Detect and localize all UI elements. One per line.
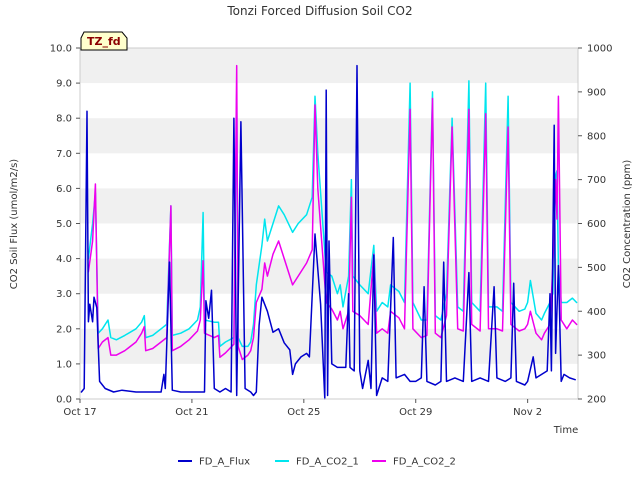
y-tick-label: 7.0 xyxy=(56,149,72,160)
y2-axis-title: CO2 Concentration (ppm) xyxy=(622,160,633,289)
y2-tick-label: 800 xyxy=(587,131,606,142)
y-axis-right: 200 300 400 500 600 700 800 900 1000 xyxy=(578,44,612,406)
y-axis-left: 0.0 1.0 2.0 3.0 4.0 5.0 6.0 7.0 8.0 9.0 10.0 xyxy=(50,44,80,406)
plot-lines xyxy=(80,64,578,400)
y-axis-title: CO2 Soil Flux (umol/m2/s) xyxy=(9,159,20,289)
legend-item: FD_A_CO2_1 xyxy=(275,457,359,468)
y-tick-label: 0.0 xyxy=(56,395,72,406)
grid-band xyxy=(80,188,578,224)
y-tick-label: 6.0 xyxy=(56,184,72,195)
y2-tick-label: 600 xyxy=(587,219,606,230)
site-badge-label: TZ_fd xyxy=(87,35,121,48)
y2-tick-label: 500 xyxy=(587,263,606,274)
legend-label: FD_A_CO2_2 xyxy=(393,457,456,468)
y-tick-label: 9.0 xyxy=(56,79,72,90)
x-tick-label: Oct 17 xyxy=(63,407,96,418)
legend-item: FD_A_CO2_2 xyxy=(372,457,456,468)
legend-item: FD_A_Flux xyxy=(178,457,250,468)
y2-tick-label: 700 xyxy=(587,175,606,186)
y-tick-label: 2.0 xyxy=(56,324,72,335)
y-tick-label: 4.0 xyxy=(56,254,72,265)
y-tick-label: 1.0 xyxy=(56,359,72,370)
legend-label: FD_A_Flux xyxy=(199,457,250,468)
x-tick-label: Oct 21 xyxy=(175,407,208,418)
x-tick-label: Nov 2 xyxy=(513,407,542,418)
legend: FD_A_Flux FD_A_CO2_1 FD_A_CO2_2 xyxy=(178,457,456,468)
y2-tick-label: 200 xyxy=(587,395,606,406)
series-line-fd-a-co2-2 xyxy=(87,64,578,361)
y2-tick-label: 400 xyxy=(587,307,606,318)
y-tick-label: 8.0 xyxy=(56,114,72,125)
x-tick-label: Oct 29 xyxy=(399,407,432,418)
y2-tick-label: 900 xyxy=(587,87,606,98)
y2-tick-label: 1000 xyxy=(587,44,612,55)
y2-tick-label: 300 xyxy=(587,351,606,362)
chart-title: Tonzi Forced Diffusion Soil CO2 xyxy=(226,4,412,18)
site-badge: TZ_fd xyxy=(80,31,128,51)
y-tick-label: 3.0 xyxy=(56,289,72,300)
series-line-fd-a-flux xyxy=(80,64,576,400)
x-axis-title: Time xyxy=(553,425,578,436)
x-axis: Oct 17 Oct 21 Oct 25 Oct 29 Nov 2 xyxy=(63,399,542,418)
grid-band xyxy=(80,118,578,154)
x-tick-label: Oct 25 xyxy=(287,407,320,418)
grid-band xyxy=(80,48,578,84)
legend-label: FD_A_CO2_1 xyxy=(296,457,359,468)
y-tick-label: 10.0 xyxy=(50,44,72,55)
site-badge-box xyxy=(80,31,128,51)
y-tick-label: 5.0 xyxy=(56,219,72,230)
